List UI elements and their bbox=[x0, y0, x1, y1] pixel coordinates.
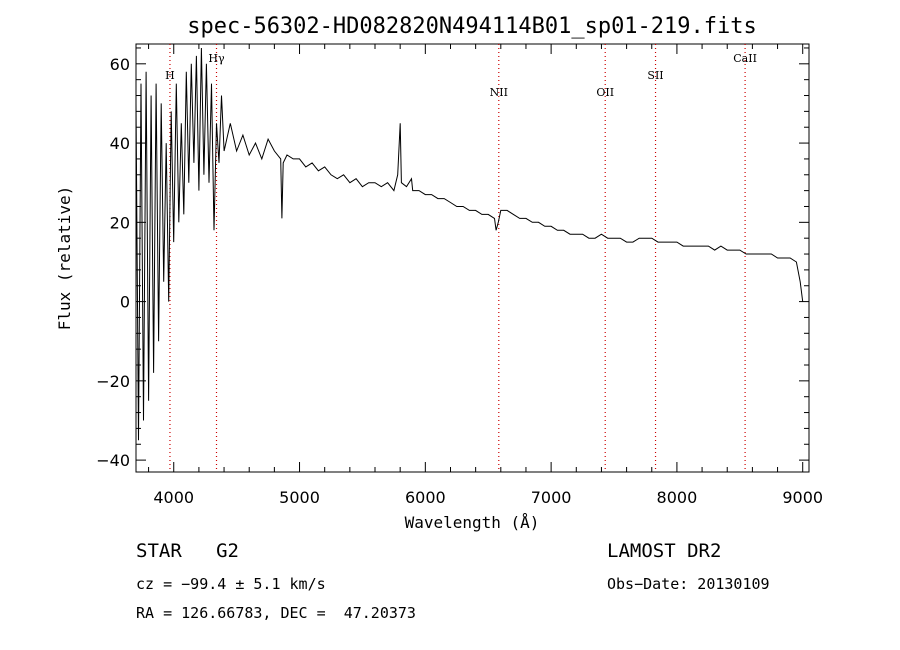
y-tick-label-3: 20 bbox=[110, 213, 130, 232]
y-tick-label-0: −40 bbox=[96, 451, 130, 470]
chart-title: spec-56302-HD082820N494114B01_sp01-219.f… bbox=[187, 14, 757, 39]
spectrum-line bbox=[135, 47, 804, 441]
marker-label-2: NII bbox=[490, 86, 508, 99]
x-tick-label-1: 5000 bbox=[279, 488, 320, 507]
marker-label-1: Hγ bbox=[208, 52, 225, 65]
axis-tick-labels: 4000 5000 6000 7000 8000 9000 −40 −20 0 20 40 60 bbox=[96, 55, 823, 507]
marker-label-4: SII bbox=[647, 69, 663, 82]
x-axis-label: Wavelength (Å) bbox=[405, 513, 540, 532]
survey-name: LAMOST DR2 bbox=[607, 540, 722, 562]
marker-label-5: CaII bbox=[733, 52, 757, 65]
observation-date: Obs−Date: 20130109 bbox=[607, 575, 770, 593]
x-tick-label-4: 8000 bbox=[657, 488, 698, 507]
y-tick-label-5: 60 bbox=[110, 55, 130, 74]
redshift-velocity: cz = −99.4 ± 5.1 km/s bbox=[136, 575, 326, 593]
object-class: STAR G2 bbox=[136, 540, 239, 562]
x-tick-label-0: 4000 bbox=[153, 488, 194, 507]
x-tick-label-2: 6000 bbox=[405, 488, 446, 507]
y-tick-label-2: 0 bbox=[120, 293, 130, 312]
plot-frame bbox=[135, 43, 810, 473]
y-tick-label-1: −20 bbox=[96, 372, 130, 391]
y-axis-label: Flux (relative) bbox=[55, 186, 74, 331]
coordinates: RA = 126.66783, DEC = 47.20373 bbox=[136, 604, 416, 622]
axis-ticks bbox=[136, 44, 809, 472]
marker-label-3: OII bbox=[596, 86, 614, 99]
emission-line-markers: H Hγ NII OII SII CaII bbox=[165, 44, 757, 472]
y-tick-label-4: 40 bbox=[110, 134, 130, 153]
marker-label-0: H bbox=[165, 69, 175, 82]
x-tick-label-5: 9000 bbox=[782, 488, 823, 507]
x-tick-label-3: 7000 bbox=[531, 488, 572, 507]
